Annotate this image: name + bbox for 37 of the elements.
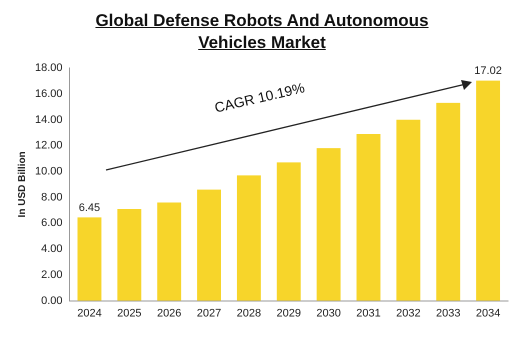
y-tick-label: 16.00 [34, 88, 63, 100]
x-tick-label: 2034 [476, 307, 500, 320]
y-tick-label: 12.00 [34, 140, 63, 152]
y-tick-label: 0.00 [41, 294, 63, 307]
bar [436, 102, 460, 301]
x-tick-label: 2026 [156, 307, 182, 320]
x-tick-label: 2029 [276, 307, 302, 320]
data-label: 6.45 [78, 202, 100, 214]
x-tick-label: 2027 [196, 307, 222, 320]
y-tick-label: 10.00 [34, 166, 63, 178]
y-tick-label: 8.00 [41, 191, 63, 204]
bar [276, 162, 301, 301]
y-tick-label: 14.00 [34, 114, 63, 126]
x-tick-label: 2032 [396, 307, 421, 320]
annotation: CAGR 10.19% [213, 79, 306, 116]
x-tick-label: 2025 [117, 307, 142, 320]
x-tick-label: 2031 [356, 307, 381, 320]
y-tick-label: 4.00 [41, 243, 63, 256]
x-tick-label: 2033 [436, 307, 460, 320]
chart-title: Global Defense Robots And Autonomous Vehicles Market [94, 10, 430, 54]
x-tick-label: 2024 [77, 307, 102, 320]
x-tick-label: 2028 [236, 307, 262, 320]
bar [316, 148, 341, 301]
y-tick-label: 2.00 [41, 268, 63, 281]
bar [236, 175, 261, 301]
x-tick-label: 2030 [316, 307, 341, 320]
bar [157, 202, 182, 301]
bar [117, 208, 142, 301]
bar [356, 134, 380, 301]
bar [396, 120, 420, 301]
y-tick-label: 18.00 [34, 62, 63, 74]
bar [197, 190, 221, 301]
y-axis-title: In USD Billion [16, 151, 28, 218]
data-label: 17.02 [474, 65, 502, 78]
bar [78, 217, 102, 301]
y-tick-label: 6.00 [41, 217, 63, 230]
bar [476, 80, 500, 301]
